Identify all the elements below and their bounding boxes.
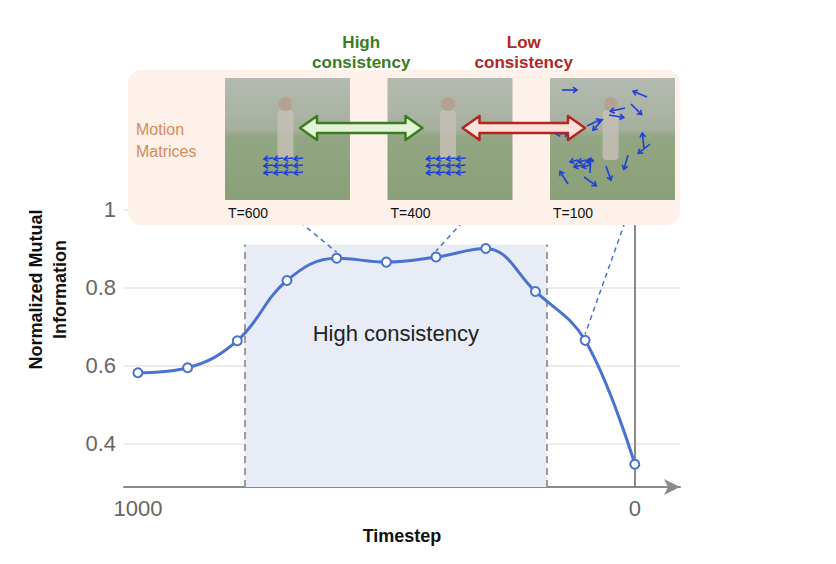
- svg-text:High: High: [342, 33, 380, 52]
- svg-text:0.6: 0.6: [85, 353, 116, 378]
- svg-text:0.8: 0.8: [85, 275, 116, 300]
- svg-text:Timestep: Timestep: [363, 526, 442, 546]
- svg-text:Low: Low: [507, 33, 542, 52]
- svg-text:Information: Information: [50, 240, 70, 339]
- svg-text:T=600: T=600: [228, 205, 268, 221]
- svg-text:Motion: Motion: [136, 121, 184, 138]
- svg-text:1: 1: [104, 197, 116, 222]
- svg-text:High consistency: High consistency: [313, 321, 479, 346]
- svg-text:consistency: consistency: [475, 53, 574, 72]
- svg-text:Normalized Mutual: Normalized Mutual: [26, 209, 46, 369]
- svg-text:T=100: T=100: [553, 205, 593, 221]
- svg-text:T=400: T=400: [391, 205, 431, 221]
- svg-text:Matrices: Matrices: [136, 143, 196, 160]
- svg-text:1000: 1000: [113, 496, 162, 521]
- svg-text:0: 0: [629, 496, 641, 521]
- svg-text:0.4: 0.4: [85, 431, 116, 456]
- svg-text:consistency: consistency: [312, 53, 411, 72]
